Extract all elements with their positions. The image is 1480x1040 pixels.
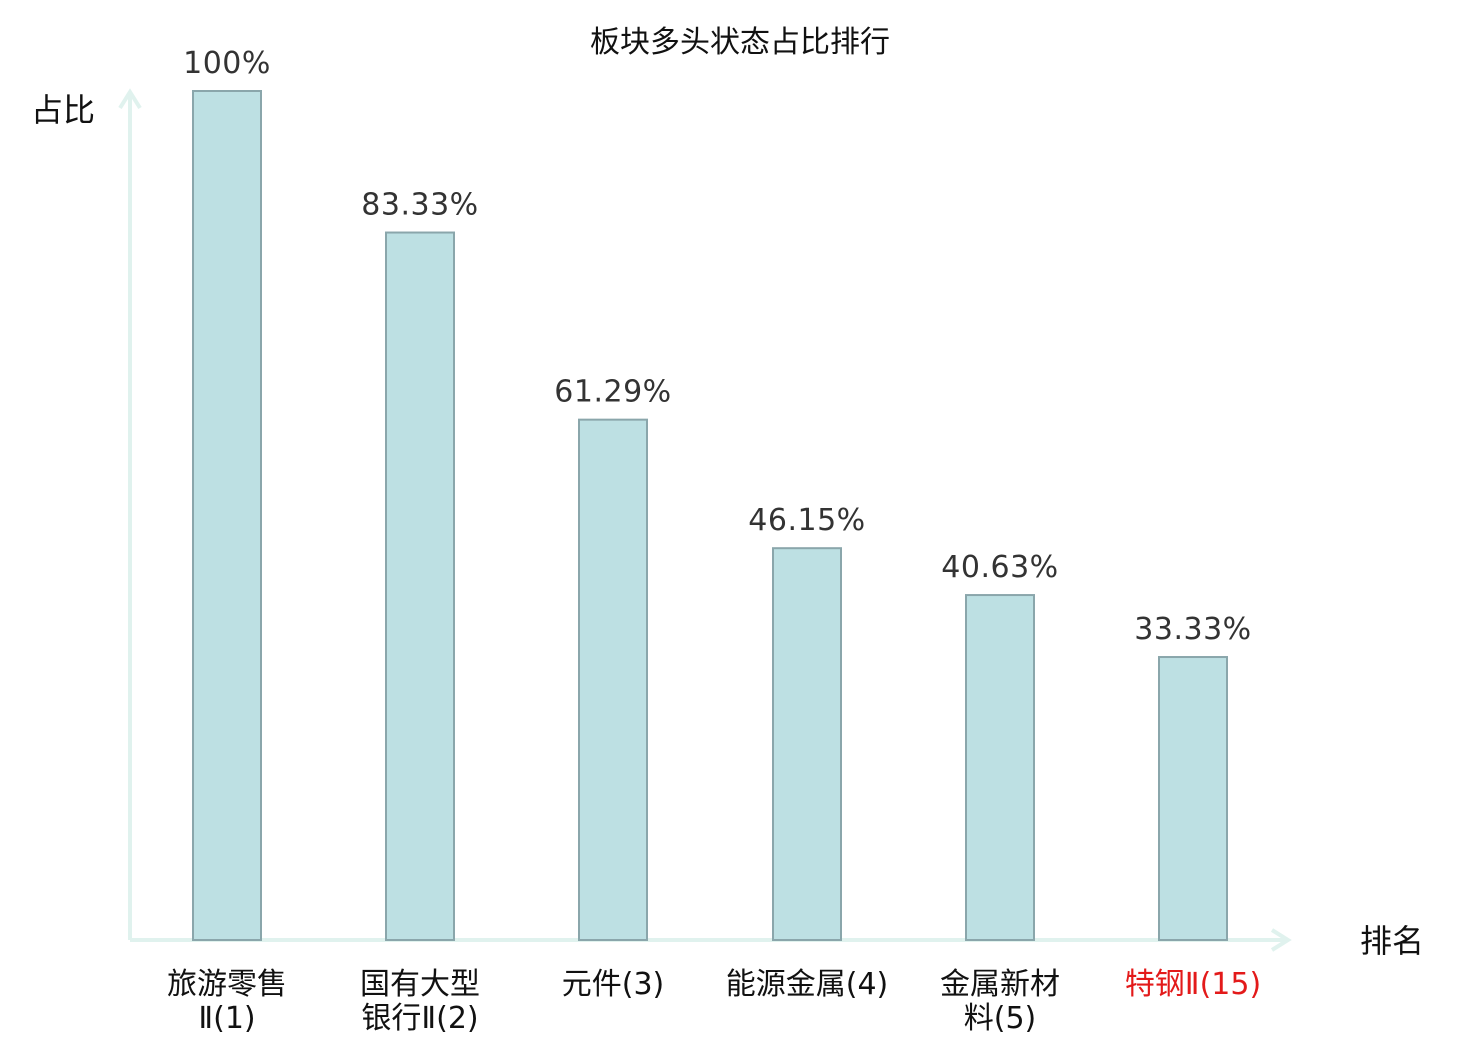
x-axis-label: 排名 [1360,922,1424,960]
value-label-5: 40.63% [941,550,1058,585]
value-label-1: 100% [183,46,271,81]
category-label-3: 元件(3) [562,967,665,1002]
value-label-3: 61.29% [554,375,671,410]
category-label-4: 能源金属(4) [726,967,889,1002]
x-axis-arrow [1270,928,1292,952]
category-label-1-line-1: 旅游零售 [167,967,287,1002]
category-label-5-line-1: 金属新材 [940,967,1060,1002]
bar-4 [772,547,842,942]
value-label-6: 33.33% [1134,612,1251,647]
bars-group [192,90,1228,942]
bar-6 [1158,656,1228,942]
category-label-2-line-2: 银行Ⅱ(2) [361,1001,478,1036]
y-axis-arrow [118,88,142,110]
category-label-2-line-1: 国有大型 [360,967,480,1002]
y-axis-label: 占比 [31,91,95,129]
value-label-4: 46.15% [748,503,865,538]
value-labels-group: 100% 83.33% 61.29% 46.15% 40.63% 33.33% [183,46,1251,647]
bar-5 [965,594,1035,941]
axes [118,88,1292,952]
chart-title: 板块多头状态占比排行 [590,25,890,60]
bar-2 [385,231,455,941]
bar-1 [192,90,262,941]
bar-3 [578,418,648,941]
value-label-2: 83.33% [361,188,478,223]
category-label-5-line-2: 料(5) [964,1001,1037,1036]
category-label-1-line-2: Ⅱ(1) [198,1001,255,1036]
category-label-6: 特钢Ⅱ(15) [1125,967,1261,1002]
